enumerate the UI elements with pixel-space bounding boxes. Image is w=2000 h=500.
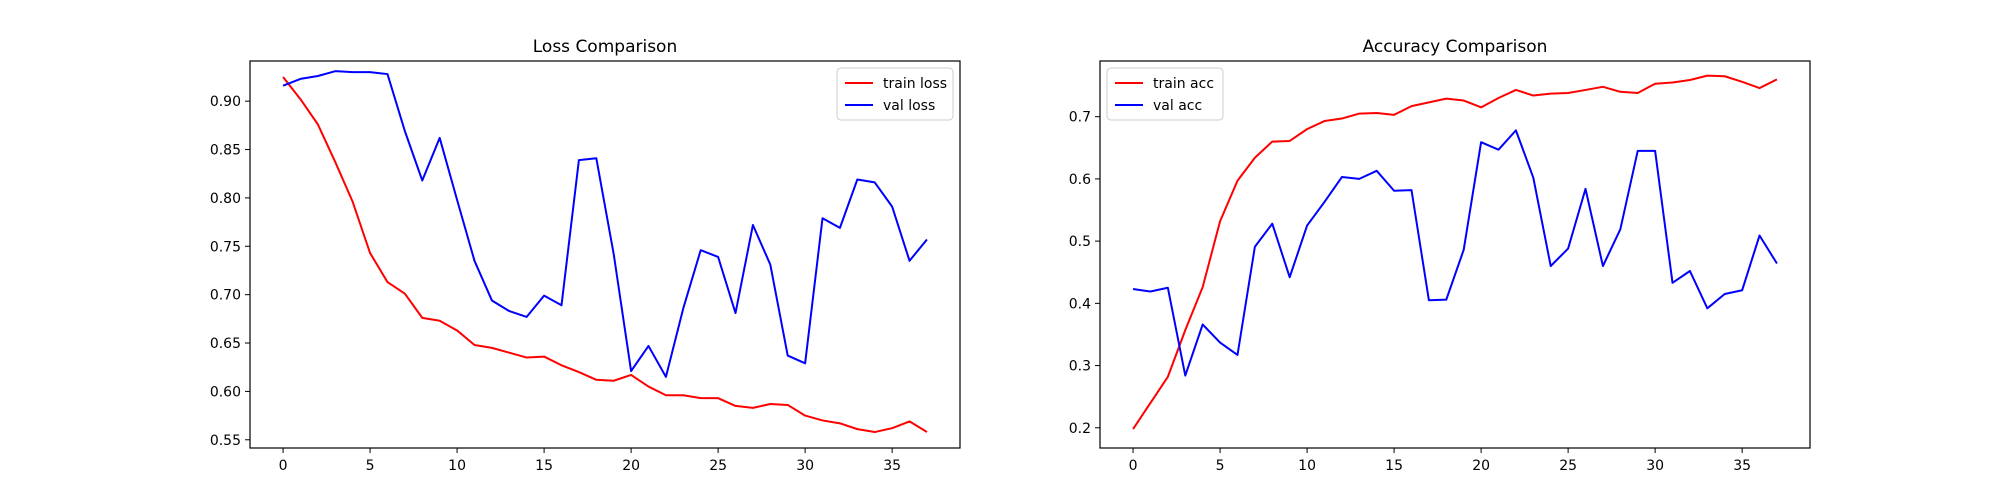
y-tick-label: 0.6 xyxy=(1069,172,1091,188)
y-tick-label: 0.90 xyxy=(210,94,241,110)
legend-label: train loss xyxy=(883,76,947,92)
x-tick-label: 15 xyxy=(535,458,553,474)
series-line-val-loss xyxy=(282,70,928,378)
x-tick-label: 0 xyxy=(279,458,288,474)
chart-title: Loss Comparison xyxy=(533,37,677,57)
y-tick-label: 0.3 xyxy=(1069,359,1091,375)
x-tick-label: 35 xyxy=(1733,458,1751,474)
x-tick-label: 35 xyxy=(883,458,901,474)
legend-label: val loss xyxy=(883,98,935,114)
y-tick-label: 0.65 xyxy=(210,336,241,352)
x-tick-label: 15 xyxy=(1385,458,1403,474)
legend-label: val acc xyxy=(1153,98,1202,114)
x-tick-label: 30 xyxy=(1646,458,1664,474)
series-line-train-acc xyxy=(1132,74,1778,430)
axes-frame xyxy=(1099,60,1811,449)
x-tick-label: 25 xyxy=(709,458,727,474)
y-tick-label: 0.7 xyxy=(1069,110,1091,126)
series-line-train-loss xyxy=(282,76,928,434)
x-tick-label: 0 xyxy=(1129,458,1138,474)
y-tick-label: 0.4 xyxy=(1069,296,1091,312)
x-tick-label: 30 xyxy=(796,458,814,474)
y-tick-label: 0.70 xyxy=(210,288,241,304)
y-tick-label: 0.75 xyxy=(210,239,241,255)
y-tick-label: 0.80 xyxy=(210,191,241,207)
x-tick-label: 5 xyxy=(366,458,375,474)
x-tick-label: 10 xyxy=(448,458,466,474)
y-tick-label: 0.85 xyxy=(210,143,241,159)
legend-label: train acc xyxy=(1153,76,1214,92)
x-tick-label: 10 xyxy=(1298,458,1316,474)
legend-box xyxy=(836,67,954,121)
axes-frame xyxy=(249,60,961,449)
chart-2: Accuracy Comparison 0 5 10 15 20 25 30 35 0.2 0.3 0… xyxy=(1069,37,1811,474)
x-tick-label: 20 xyxy=(622,458,640,474)
y-tick-label: 0.2 xyxy=(1069,421,1091,437)
x-tick-label: 5 xyxy=(1216,458,1225,474)
series-line-val-acc xyxy=(1132,129,1778,377)
chart-1: Loss Comparison 0 5 10 15 20 25 30 35 0.55 0.60 0.6… xyxy=(210,37,961,474)
legend: train acc val acc xyxy=(1106,67,1224,121)
legend: train loss val loss xyxy=(836,67,954,121)
x-tick-label: 25 xyxy=(1559,458,1577,474)
y-tick-label: 0.5 xyxy=(1069,234,1091,250)
y-tick-label: 0.60 xyxy=(210,384,241,400)
x-tick-label: 20 xyxy=(1472,458,1490,474)
chart-title: Accuracy Comparison xyxy=(1363,37,1548,57)
legend-box xyxy=(1106,67,1224,121)
y-tick-label: 0.55 xyxy=(210,433,241,449)
